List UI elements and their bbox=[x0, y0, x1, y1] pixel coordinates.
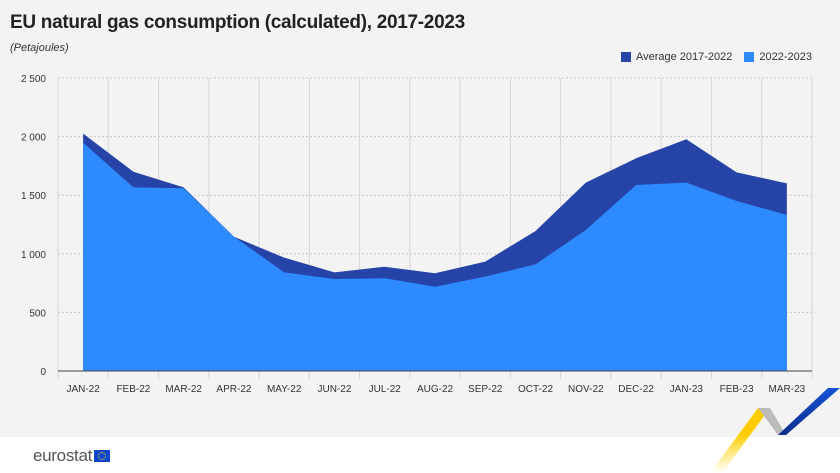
x-tick-label: NOV-22 bbox=[568, 384, 604, 395]
eurostat-swoosh-icon bbox=[710, 388, 840, 473]
legend-label-average: Average 2017-2022 bbox=[635, 51, 733, 63]
legend-item-average[interactable]: Average 2017-2022 bbox=[620, 51, 733, 63]
x-tick-label: JAN-23 bbox=[670, 384, 704, 395]
x-tick-label: MAR-23 bbox=[769, 384, 806, 395]
eu-flag-icon bbox=[94, 450, 111, 462]
x-tick-label: SEP-22 bbox=[468, 384, 503, 395]
x-tick-label: JAN-22 bbox=[66, 384, 100, 395]
area-chart: 0 500 1 000 1 500 2 000 2 500 JAN-22 FEB-22 MAR-… bbox=[21, 74, 813, 395]
x-tick-label: MAR-22 bbox=[165, 384, 202, 395]
y-tick-label: 1 000 bbox=[21, 250, 46, 261]
x-tick-label: MAY-22 bbox=[267, 384, 302, 395]
x-tick-label: FEB-22 bbox=[116, 384, 150, 395]
x-tick-label: JUL-22 bbox=[369, 384, 402, 395]
x-tick-label: JUN-22 bbox=[318, 384, 352, 395]
y-tick-label: 2 500 bbox=[21, 74, 46, 85]
x-tick-label: DEC-22 bbox=[618, 384, 654, 395]
legend-label-2022-2023: 2022-2023 bbox=[759, 51, 812, 63]
eurostat-wordmark: eurostat bbox=[33, 446, 93, 465]
x-tick-label: FEB-23 bbox=[720, 384, 754, 395]
chart-title: EU natural gas consumption (calculated),… bbox=[10, 12, 465, 33]
legend: Average 2017-2022 2022-2023 bbox=[620, 51, 812, 63]
y-tick-label: 500 bbox=[29, 308, 46, 319]
legend-item-2022-2023[interactable]: 2022-2023 bbox=[744, 51, 812, 63]
chart-subtitle: (Petajoules) bbox=[10, 42, 69, 54]
legend-swatch-average bbox=[620, 52, 631, 62]
x-tick-label: APR-22 bbox=[216, 384, 251, 395]
eurostat-logo: eurostat bbox=[33, 446, 111, 466]
y-tick-label: 1 500 bbox=[21, 191, 46, 202]
y-tick-label: 0 bbox=[40, 367, 46, 378]
x-tick-label: OCT-22 bbox=[518, 384, 553, 395]
x-tick-label: AUG-22 bbox=[417, 384, 454, 395]
legend-swatch-2022-2023 bbox=[744, 52, 755, 62]
area-series-2022-2023 bbox=[83, 142, 787, 371]
y-tick-label: 2 000 bbox=[21, 133, 46, 144]
